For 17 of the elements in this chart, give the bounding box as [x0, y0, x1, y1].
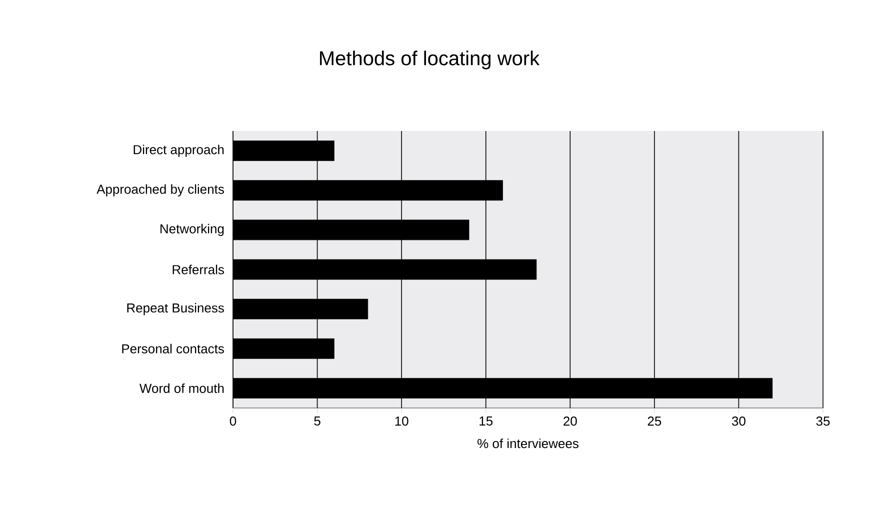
- y-tick-label: Direct approach: [134, 144, 224, 157]
- x-axis-title: % of interviewees: [478, 438, 578, 448]
- x-tick-label: 25: [648, 416, 662, 426]
- x-tick-label: 15: [480, 416, 493, 426]
- x-tick-label: 0: [230, 416, 236, 426]
- y-tick-label: Word of mouth: [140, 383, 224, 393]
- y-tick-label: Networking: [160, 224, 224, 236]
- y-tick-label: Repeat Business: [127, 303, 224, 316]
- y-tick-label: Referrals: [172, 264, 224, 274]
- x-tick-label: 5: [314, 416, 320, 426]
- x-tick-label: 30: [732, 416, 746, 426]
- x-tick-label: 10: [395, 416, 408, 426]
- y-tick-label: Approached by clients: [96, 184, 224, 196]
- y-tick-label: Personal contacts: [122, 344, 224, 354]
- x-tick-label: 35: [816, 416, 830, 426]
- x-tick-label: 20: [564, 416, 577, 426]
- chart-title: Methods of locating work: [320, 50, 540, 70]
